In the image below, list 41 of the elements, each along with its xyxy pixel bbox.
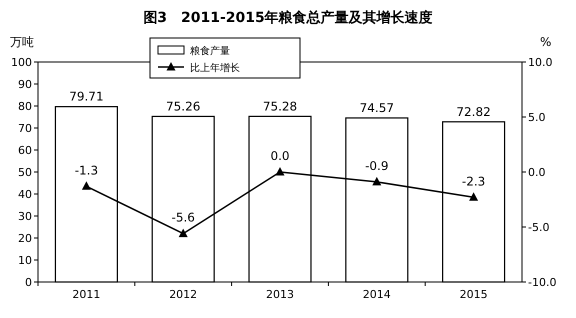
data-label: 0.0 xyxy=(270,149,290,163)
point xyxy=(372,176,382,186)
point xyxy=(469,192,478,201)
y2-axis-title: % xyxy=(540,35,552,49)
y-tick-label: 90 xyxy=(18,78,32,91)
y-tick-label: 30 xyxy=(18,210,32,223)
y2-tick-label: -5.0 xyxy=(528,221,550,234)
data-label: -1.3 xyxy=(74,163,98,178)
legend-label: 比上年增长 xyxy=(190,62,240,74)
y-tick-label: 80 xyxy=(18,100,32,113)
data-label: 79.71 xyxy=(69,90,104,104)
data-label: -2.3 xyxy=(462,174,486,188)
y-tick-label: 50 xyxy=(18,166,32,179)
y2-tick-label: -10.0 xyxy=(528,276,556,289)
x-tick-label: 2012 xyxy=(169,288,198,301)
y-tick-label: 100 xyxy=(11,56,32,69)
data-label: -5.6 xyxy=(171,210,195,225)
y2-tick-label: 5.0 xyxy=(528,111,546,124)
y-tick-label: 70 xyxy=(18,122,32,135)
point xyxy=(276,167,284,176)
x-tick-label: 2011 xyxy=(72,288,100,301)
y2-tick-label: 0.0 xyxy=(528,166,546,179)
data-label: 75.28 xyxy=(262,99,298,114)
data-label: 75.26 xyxy=(166,99,200,114)
data-label: -0.9 xyxy=(365,158,389,173)
legend-label: 粮食产量 xyxy=(190,45,230,57)
y-tick-label: 0 xyxy=(25,276,32,289)
point xyxy=(82,181,91,190)
data-label: 72.82 xyxy=(456,104,491,119)
x-tick-label: 2015 xyxy=(460,288,488,301)
y-tick-label: 40 xyxy=(18,188,32,201)
y2-tick-label: 10.0 xyxy=(528,56,552,69)
point xyxy=(178,228,188,238)
y-tick-label: 60 xyxy=(18,144,32,157)
x-tick-label: 2013 xyxy=(266,288,294,301)
y-axis-title: 万吨 xyxy=(10,35,34,49)
chart-title: 图3 2011-2015年粮食总产量及其增长速度 xyxy=(143,9,433,26)
x-tick-label: 2014 xyxy=(362,288,391,301)
data-label: 74.57 xyxy=(360,100,394,115)
y-tick-label: 20 xyxy=(18,232,32,245)
y-tick-label: 10 xyxy=(18,254,32,267)
